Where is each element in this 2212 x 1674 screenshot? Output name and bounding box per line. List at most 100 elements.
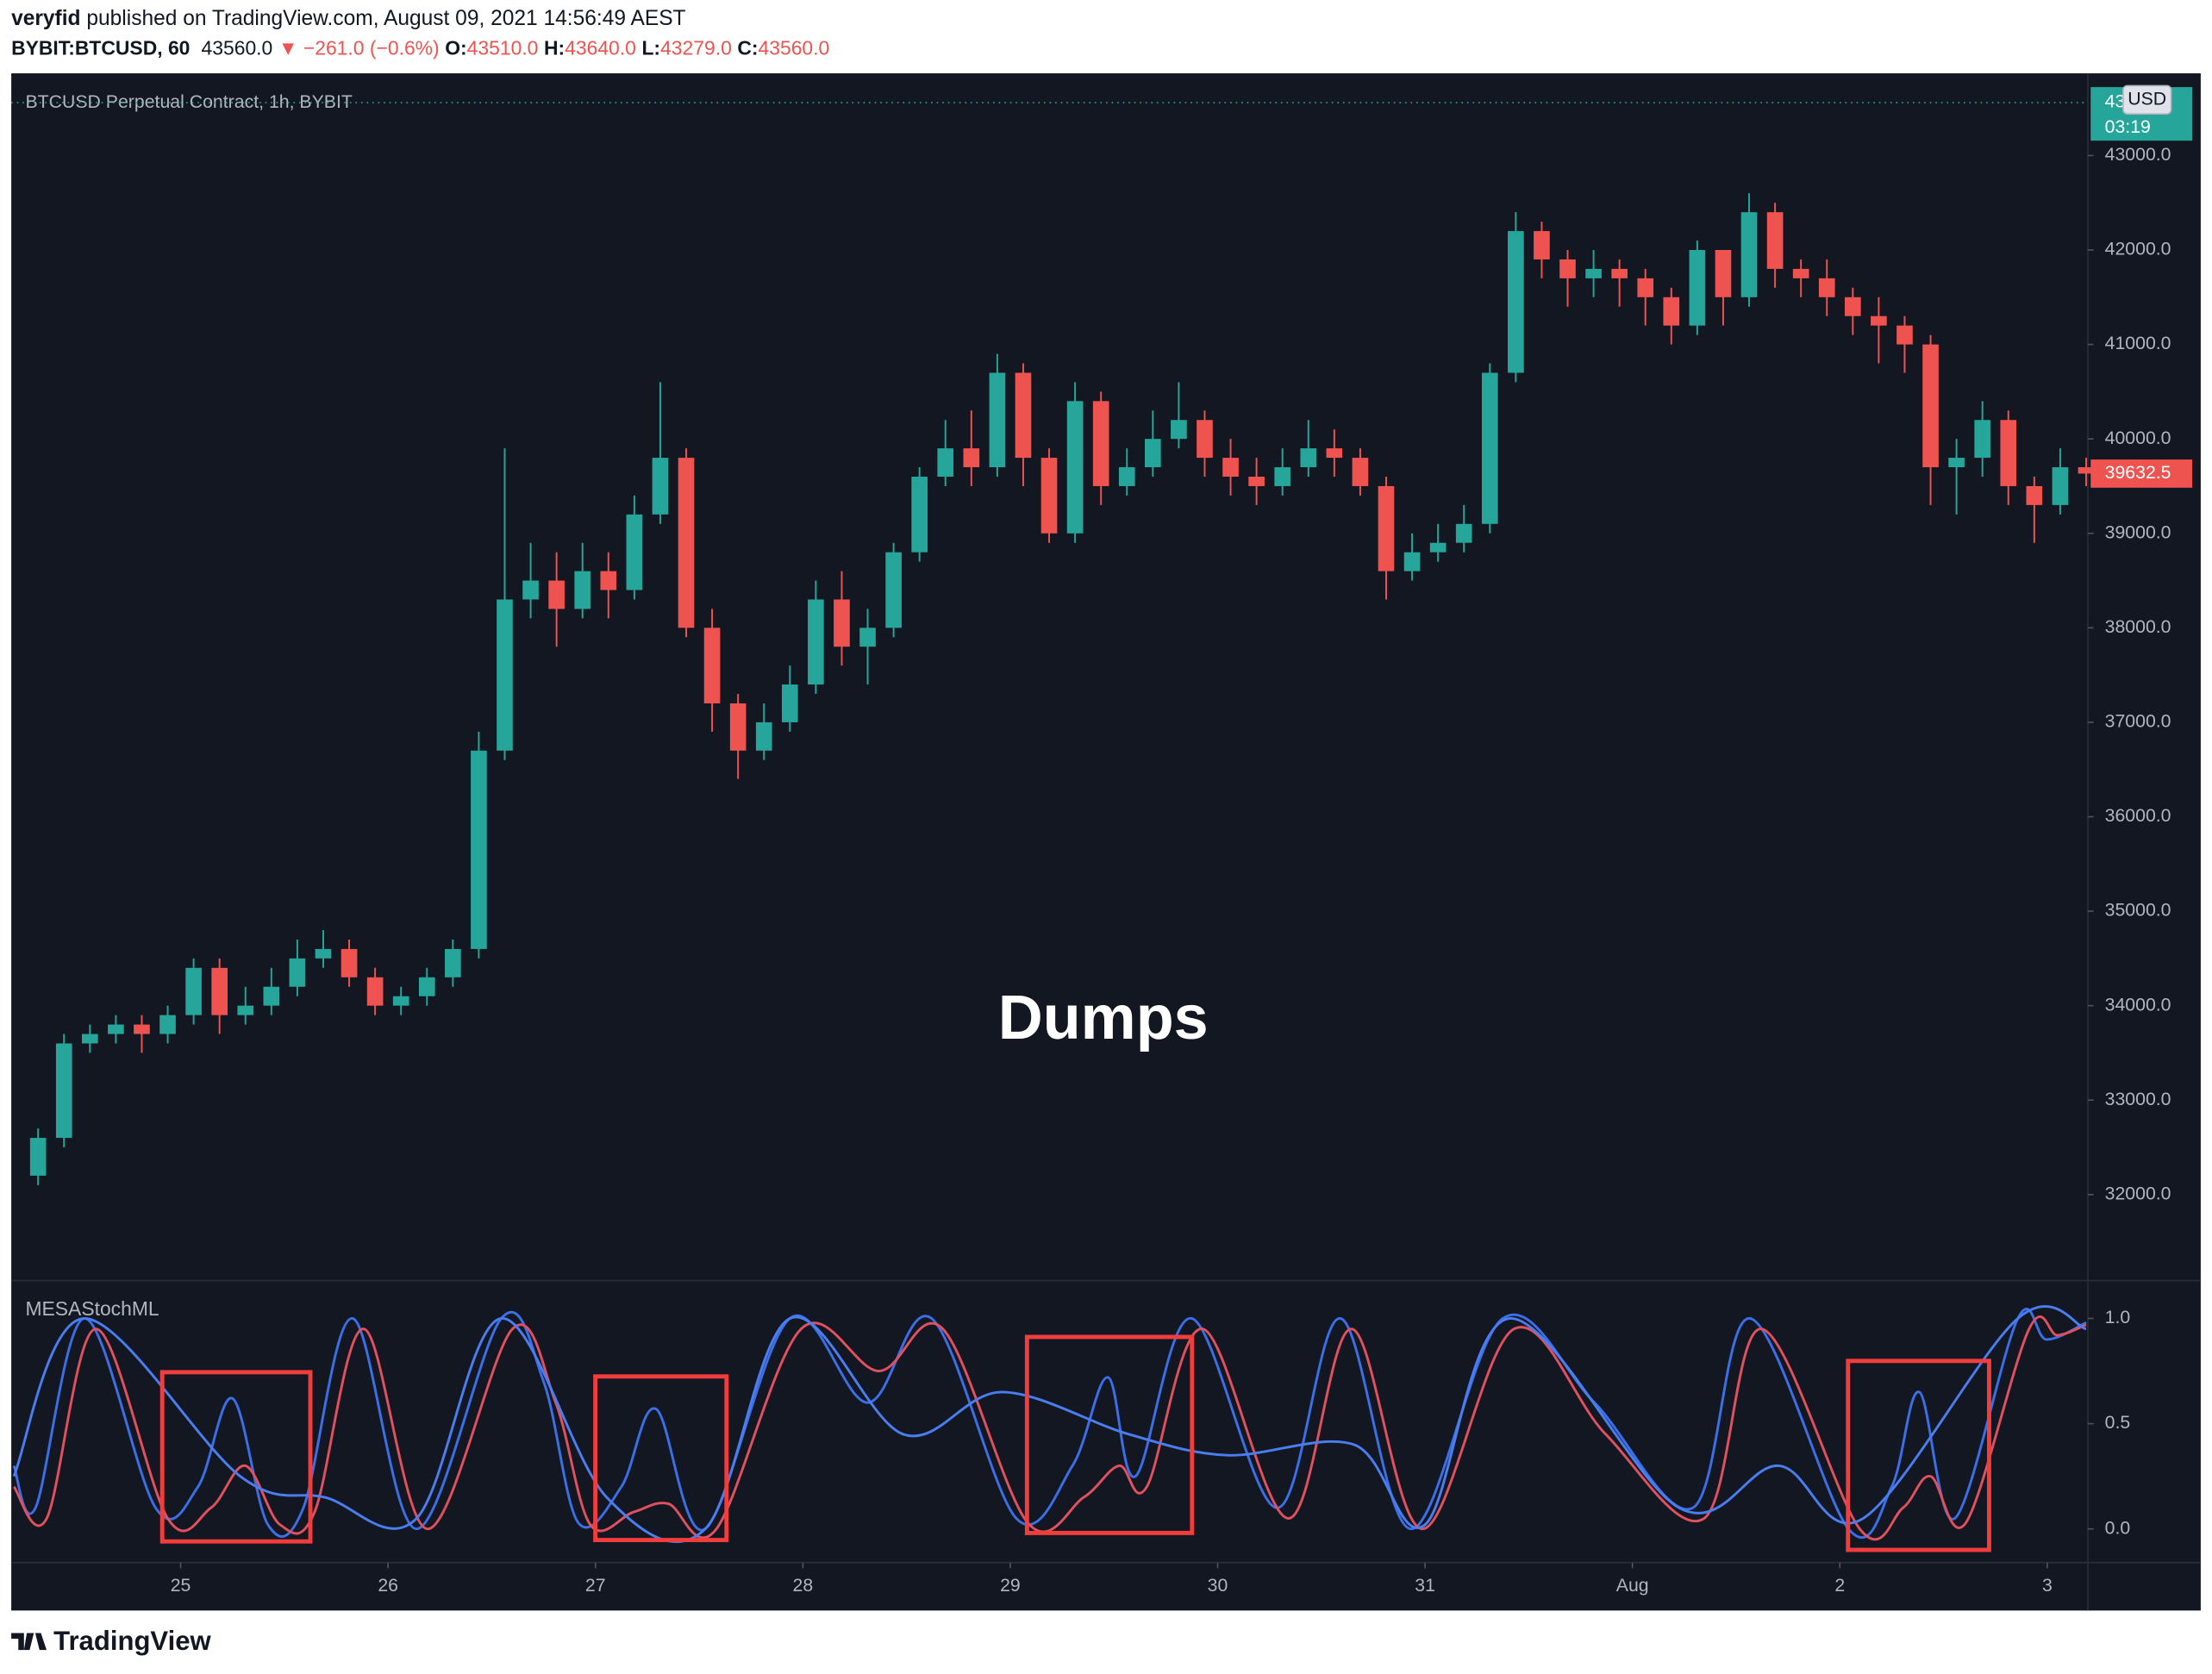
symbol-bar: BYBIT:BTCUSD, 60 43560.0 ▼ −261.0 (−0.6%) O… — [11, 36, 829, 59]
axes: 32000.0 33000.0 34000.0 35000.0 36000.0 37000… — [171, 84, 2193, 1596]
candle-body — [1222, 458, 1239, 477]
candle-body — [263, 986, 280, 1006]
x-tick-label: 31 — [1415, 1575, 1435, 1596]
candle-body — [81, 1034, 98, 1044]
low: 43279.0 — [660, 36, 732, 59]
candle-body — [134, 1024, 150, 1034]
candle-body — [652, 458, 669, 515]
x-tick-label: 30 — [1208, 1575, 1228, 1596]
candle-body — [1092, 401, 1109, 486]
candle-body — [1481, 372, 1498, 524]
y-tick-label: 43000.0 — [2105, 144, 2171, 165]
highlight-box — [1024, 1334, 1195, 1535]
candle-body — [1066, 401, 1084, 534]
x-tick-label: 25 — [171, 1575, 191, 1596]
chart-background — [11, 73, 2201, 1611]
author: veryfid — [11, 7, 80, 30]
candle-body — [678, 458, 695, 628]
candle-body — [1896, 325, 1913, 345]
candle-body — [2026, 485, 2043, 505]
candle-body — [1818, 278, 1835, 297]
currency-badge — [2122, 84, 2172, 115]
candle-body — [885, 552, 902, 628]
candle-body — [2052, 467, 2069, 505]
author-line: veryfid published on TradingView.com, Au… — [11, 7, 685, 30]
candle-body — [781, 684, 798, 722]
candle-body — [1248, 476, 1265, 486]
highlight-box — [1846, 1359, 1991, 1552]
y-tick-label: 35000.0 — [2105, 900, 2171, 921]
price-marker-badge — [2090, 459, 2193, 488]
candle-body — [366, 977, 384, 1006]
indicator-line — [12, 1305, 2087, 1544]
brand: TradingView — [11, 1626, 212, 1656]
candle-body — [859, 628, 876, 647]
candle-body — [1145, 439, 1161, 468]
y-tick-label: 33000.0 — [2105, 1089, 2171, 1109]
symbol: BYBIT:BTCUSD, 60 — [11, 36, 190, 59]
candle-body — [1715, 249, 1732, 297]
y-tick-label: 42000.0 — [2105, 239, 2171, 259]
candle-body — [1948, 458, 1965, 468]
candle-body — [315, 948, 332, 959]
candle-body — [497, 599, 513, 751]
candle-body — [159, 1015, 176, 1034]
candle-body — [55, 1043, 72, 1139]
candle-body — [289, 958, 306, 987]
candle-body — [1455, 523, 1472, 543]
candle-body — [522, 580, 539, 600]
countdown: 03:19 — [2105, 116, 2151, 137]
published: published on TradingView.com, August 09,… — [81, 7, 686, 30]
candle-body — [1689, 249, 1706, 326]
y-tick-label: 0.0 — [2105, 1517, 2131, 1538]
x-tick-label: 27 — [585, 1575, 606, 1596]
x-tick-label: 2 — [1834, 1575, 1845, 1596]
candle-body — [1171, 420, 1187, 440]
x-tick-label: 29 — [1000, 1575, 1021, 1596]
y-tick-label: 37000.0 — [2105, 711, 2171, 732]
change: ▼ −261.0 (−0.6%) — [278, 36, 440, 59]
candle-body — [937, 448, 954, 477]
candle-body — [392, 996, 409, 1006]
y-tick-label: 40000.0 — [2105, 428, 2171, 448]
y-tick-label: 32000.0 — [2105, 1183, 2171, 1203]
highlight-box — [593, 1374, 729, 1543]
price: 43560.0 — [202, 36, 273, 59]
candle-body — [1740, 212, 1758, 297]
candle-body — [1792, 268, 1809, 278]
close-label: C: — [737, 36, 758, 59]
candle-body — [729, 703, 747, 751]
y-tick-label: 34000.0 — [2105, 994, 2171, 1015]
candle-body — [1871, 315, 1887, 326]
candle-body — [989, 372, 1006, 468]
candle-body — [1559, 259, 1576, 278]
candle-body — [1429, 542, 1447, 553]
candle-body — [1637, 278, 1654, 297]
candle-body — [1508, 231, 1524, 373]
candle-body — [185, 967, 202, 1015]
main-legend: BTCUSD Perpetual Contract, 1h, BYBIT — [25, 91, 352, 112]
candle-body — [1844, 297, 1861, 316]
y-tick-label: 41000.0 — [2105, 333, 2171, 353]
candle-body — [1197, 420, 1213, 459]
candle-body — [29, 1138, 47, 1176]
candle-body — [1300, 448, 1317, 468]
candle-body — [1015, 372, 1032, 459]
candle-body — [1274, 467, 1291, 486]
low-label: L: — [641, 36, 660, 59]
y-tick-label: 1.0 — [2105, 1307, 2131, 1327]
candle-body — [1663, 297, 1680, 326]
highlight-box — [159, 1370, 313, 1544]
annotation: Dumps — [998, 984, 1209, 1052]
candle-body — [626, 514, 643, 590]
candle-body — [1922, 344, 1939, 468]
candle-body — [1766, 212, 1784, 269]
candle-body — [341, 948, 358, 978]
candle-body — [1118, 467, 1135, 486]
y-tick-label: 0.5 — [2105, 1412, 2131, 1433]
x-tick-label: 28 — [793, 1575, 814, 1596]
candle-body — [548, 580, 565, 609]
candle-body — [755, 721, 772, 751]
